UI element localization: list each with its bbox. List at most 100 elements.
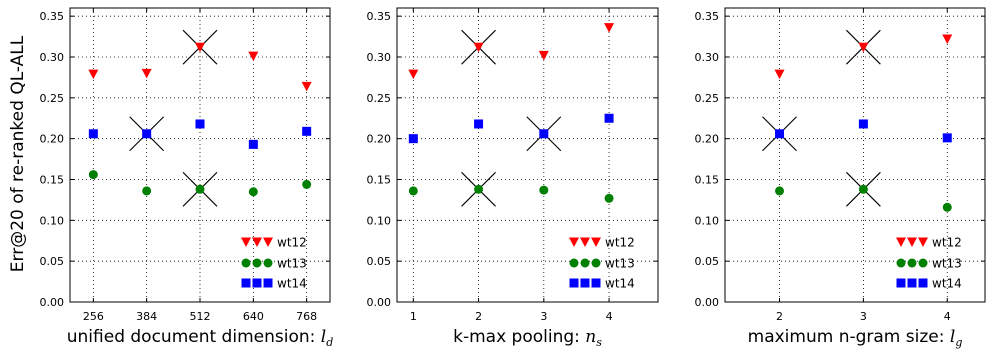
k-max-pooling-point-wt13 <box>539 185 549 195</box>
k-max-pooling-point-wt12 <box>408 69 419 80</box>
max-ngram-size-point-wt14 <box>858 119 868 129</box>
legend-marker-wt13 <box>591 258 601 268</box>
legend-marker-wt12 <box>569 237 579 247</box>
document-dimension-ytick-label: 0.10 <box>40 214 65 227</box>
document-dimension-ytick-label: 0.30 <box>40 51 65 64</box>
document-dimension-point-wt12 <box>141 68 152 79</box>
legend-marker-wt14 <box>569 278 579 288</box>
max-ngram-size-ytick-label: 0.00 <box>695 296 720 309</box>
k-max-pooling-point-wt13 <box>474 184 484 194</box>
legend-entry-wt13: wt13 <box>241 257 307 271</box>
legend-label-wt13: wt13 <box>277 257 307 271</box>
k-max-pooling-ytick-label: 0.15 <box>367 174 392 187</box>
document-dimension-xlabel: unified document dimension: ld <box>67 327 334 349</box>
document-dimension-ytick-label: 0.25 <box>40 92 65 105</box>
legend-label-wt14: wt14 <box>932 277 962 291</box>
document-dimension-point-wt12 <box>88 69 99 80</box>
max-ngram-size-ytick-label: 0.15 <box>695 174 720 187</box>
max-ngram-size-ytick-label: 0.35 <box>695 10 720 23</box>
k-max-pooling-point-wt12 <box>538 50 549 61</box>
panel-max-ngram-size: 0.00 0.05 0.10 0.15 0.20 0.25 0.30 0.35 2 3 4 wt12 w… <box>695 7 986 349</box>
k-max-pooling-ytick-label: 0.25 <box>367 92 392 105</box>
k-max-pooling-xtick-label: 3 <box>540 310 547 323</box>
legend-entry-wt12: wt12 <box>896 236 962 250</box>
legend-marker-wt14 <box>896 278 906 288</box>
document-dimension-point-wt13 <box>302 179 312 189</box>
max-ngram-size-point-wt14 <box>775 129 785 139</box>
legend-marker-wt14 <box>252 278 262 288</box>
max-ngram-size-point-wt12 <box>858 42 869 53</box>
legend-marker-wt14 <box>241 278 251 288</box>
document-dimension-ytick-label: 0.15 <box>40 174 65 187</box>
legend-marker-wt13 <box>252 258 262 268</box>
document-dimension-point-wt13 <box>195 184 205 194</box>
k-max-pooling-xtick-label: 4 <box>606 310 613 323</box>
k-max-pooling-plot-area <box>397 8 658 302</box>
max-ngram-size-xlabel: maximum n-gram size: lg <box>748 327 963 349</box>
legend-marker-wt13 <box>580 258 590 268</box>
max-ngram-size-xtick-label: 2 <box>776 310 783 323</box>
max-ngram-size-xlabel-var: l <box>950 327 955 347</box>
k-max-pooling-point-wt12 <box>473 42 484 53</box>
legend-marker-wt12 <box>263 237 273 247</box>
legend-label-wt12: wt12 <box>277 236 307 250</box>
document-dimension-ytick-label: 0.20 <box>40 133 65 146</box>
legend-marker-wt14 <box>580 278 590 288</box>
legend-marker-wt12 <box>918 237 928 247</box>
legend-marker-wt12 <box>241 237 251 247</box>
document-dimension-point-wt12 <box>301 81 312 92</box>
k-max-pooling-xlabel-text: k-max pooling: <box>453 327 585 347</box>
document-dimension-point-wt14 <box>248 139 258 149</box>
k-max-pooling-xtick-label: 2 <box>475 310 482 323</box>
k-max-pooling-point-wt14 <box>539 129 549 139</box>
k-max-pooling-point-wt13 <box>408 186 418 196</box>
y-axis-label: Err@20 of re-ranked QL-ALL <box>8 35 28 272</box>
document-dimension-xtick-label: 384 <box>136 310 157 323</box>
document-dimension-ytick-label: 0.35 <box>40 10 65 23</box>
k-max-pooling-point-wt13 <box>604 193 614 203</box>
document-dimension-xtick-label: 512 <box>190 310 211 323</box>
legend-marker-wt13 <box>241 258 251 268</box>
k-max-pooling-point-wt14 <box>408 134 418 144</box>
legend-marker-wt13 <box>907 258 917 268</box>
k-max-pooling-ytick-label: 0.35 <box>367 10 392 23</box>
document-dimension-ytick-label: 0.05 <box>40 255 65 268</box>
max-ngram-size-xlabel-sub: g <box>955 336 962 349</box>
k-max-pooling-point-wt14 <box>604 113 614 123</box>
k-max-pooling-ytick-label: 0.10 <box>367 214 392 227</box>
k-max-pooling-xlabel-sub: s <box>596 336 602 349</box>
max-ngram-size-xtick-label: 4 <box>944 310 951 323</box>
document-dimension-point-wt14 <box>195 119 205 129</box>
document-dimension-xtick-label: 640 <box>243 310 264 323</box>
legend-marker-wt12 <box>896 237 906 247</box>
legend-marker-wt14 <box>263 278 273 288</box>
legend-entry-wt14: wt14 <box>569 277 635 291</box>
document-dimension-point-wt12 <box>195 42 205 53</box>
legend-entry-wt14: wt14 <box>896 277 962 291</box>
document-dimension-point-wt14 <box>142 129 152 139</box>
k-max-pooling-axes-frame <box>396 7 659 303</box>
legend-marker-wt13 <box>569 258 579 268</box>
k-max-pooling-xlabel-var: n <box>585 327 596 347</box>
legend-marker-wt13 <box>263 258 273 268</box>
legend-marker-wt12 <box>591 237 601 247</box>
document-dimension-point-wt12 <box>248 51 259 62</box>
legend-marker-wt13 <box>918 258 928 268</box>
max-ngram-size-ytick-label: 0.10 <box>695 214 720 227</box>
document-dimension-axes-frame <box>69 7 331 303</box>
legend-entry-wt13: wt13 <box>569 257 635 271</box>
k-max-pooling-point-wt12 <box>604 23 615 33</box>
legend-label-wt12: wt12 <box>605 236 635 250</box>
document-dimension-xtick-label: 256 <box>83 310 104 323</box>
document-dimension-ytick-label: 0.00 <box>40 296 65 309</box>
document-dimension-point-wt13 <box>88 170 98 180</box>
legend-label-wt14: wt14 <box>605 277 635 291</box>
legend-marker-wt13 <box>896 258 906 268</box>
k-max-pooling-ytick-label: 0.00 <box>367 296 392 309</box>
document-dimension-xlabel-var: l <box>321 327 326 347</box>
k-max-pooling-xtick-label: 1 <box>410 310 417 323</box>
max-ngram-size-xlabel-text: maximum n-gram size: <box>748 327 950 347</box>
panel-document-dimension: 0.00 0.05 0.10 0.15 0.20 0.25 0.30 0.35 256 384 51… <box>40 7 334 349</box>
legend-marker-wt12 <box>580 237 590 247</box>
k-max-pooling-ytick-label: 0.05 <box>367 255 392 268</box>
